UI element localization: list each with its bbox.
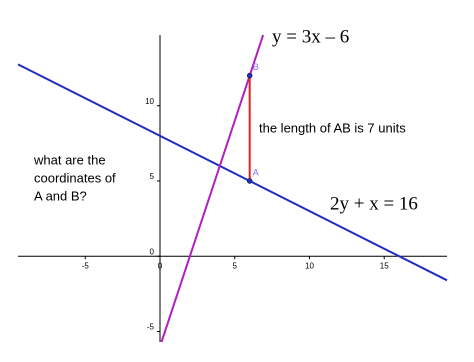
y-tick-label: 0	[150, 247, 155, 256]
x-tick-label: 0	[158, 261, 163, 270]
y-tick-label: -5	[147, 323, 155, 332]
x-tick-label: 5	[233, 261, 238, 270]
point-label: B	[253, 62, 259, 72]
y-tick-label: 10	[145, 97, 154, 106]
annotation: the length of AB is 7 units	[259, 120, 406, 135]
y-tick-label: 5	[150, 172, 155, 181]
point	[246, 178, 253, 184]
x-tick-label: 15	[380, 261, 389, 270]
line	[160, 34, 265, 343]
annotation: what are the	[33, 152, 106, 167]
annotation: coordinates of	[34, 170, 116, 185]
line	[17, 63, 448, 282]
annotation: A and B?	[34, 188, 87, 203]
equation-label: 2y + x = 16	[330, 193, 418, 214]
equation-label: y = 3x – 6	[272, 26, 349, 47]
x-tick-label: 10	[305, 261, 314, 270]
x-tick-label: -5	[82, 261, 90, 270]
point-label: A	[253, 167, 259, 177]
point	[246, 72, 253, 79]
